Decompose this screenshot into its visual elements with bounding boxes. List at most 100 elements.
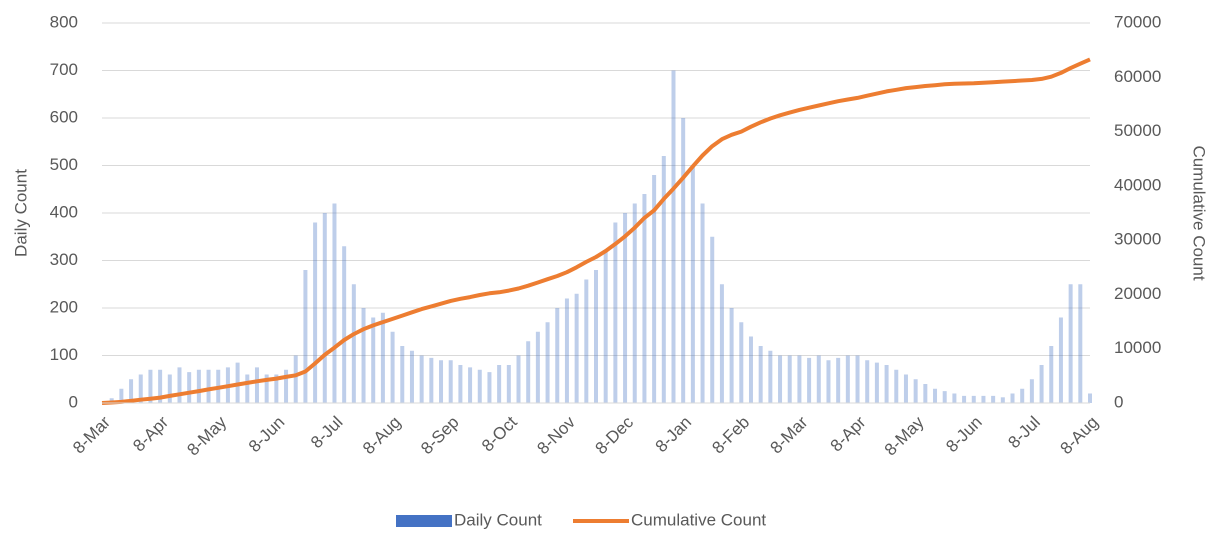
y-tick-label: 500 — [50, 155, 78, 174]
line — [101, 57, 1091, 405]
y-tick-label: 700 — [50, 60, 78, 79]
bar — [555, 308, 560, 403]
bar — [603, 251, 608, 403]
y2-tick-label: 0 — [1114, 392, 1123, 411]
x-tick-label: 8-Apr — [129, 412, 172, 455]
x-tick-label: 8-Dec — [592, 412, 638, 458]
bar — [497, 365, 502, 403]
bar — [991, 395, 996, 403]
bar — [535, 331, 540, 403]
bar — [1039, 365, 1044, 403]
bar — [729, 308, 734, 403]
bar — [1010, 393, 1015, 403]
bar — [632, 203, 637, 403]
bar — [187, 372, 192, 403]
bar — [894, 369, 899, 403]
y2-tick-label: 50000 — [1114, 121, 1161, 140]
bar — [719, 284, 724, 403]
bar — [245, 374, 250, 403]
y-tick-label: 400 — [50, 202, 78, 221]
y-tick-label: 100 — [50, 345, 78, 364]
bar — [981, 395, 986, 403]
bar — [158, 369, 163, 403]
bar — [933, 388, 938, 403]
y-tick-label: 300 — [50, 250, 78, 269]
x-tick-label: 8-Feb — [708, 413, 753, 458]
bar — [1020, 388, 1025, 403]
bar — [797, 355, 802, 403]
bar — [516, 355, 521, 403]
x-tick-label: 8-Aug — [1056, 413, 1102, 459]
bar — [748, 336, 753, 403]
bar — [768, 350, 773, 403]
bar — [167, 374, 172, 403]
bar — [1058, 317, 1063, 403]
legend-label: Daily Count — [454, 510, 542, 529]
bar — [826, 360, 831, 403]
x-tick-label: 8-Nov — [533, 412, 579, 458]
bar — [274, 374, 279, 403]
bar — [332, 203, 337, 403]
bar — [206, 369, 211, 403]
y-tick-label: 200 — [50, 297, 78, 316]
bar — [138, 374, 143, 403]
x-tick-label: 8-Jul — [307, 413, 346, 452]
bar — [129, 379, 134, 403]
bar — [1049, 346, 1054, 403]
bar — [971, 395, 976, 403]
bar — [429, 357, 434, 403]
bar — [874, 362, 879, 403]
y-tick-label: 600 — [50, 107, 78, 126]
bar — [419, 355, 424, 403]
bar — [816, 355, 821, 403]
bar — [526, 341, 531, 403]
y2-axis-label: Cumulative Count — [1190, 145, 1209, 280]
bar — [196, 369, 201, 403]
y2-tick-label: 70000 — [1114, 12, 1161, 31]
bar — [390, 331, 395, 403]
bar — [264, 374, 269, 403]
bar — [903, 374, 908, 403]
bar — [254, 367, 259, 403]
bar — [594, 270, 598, 403]
x-tick-label: 8-Mar — [767, 412, 812, 457]
bar — [487, 372, 492, 403]
bar — [923, 384, 928, 403]
x-tick-label: 8-Jun — [245, 413, 289, 457]
bar — [710, 236, 715, 403]
bar — [303, 270, 308, 403]
bar — [448, 360, 453, 403]
bar — [439, 360, 444, 403]
legend-swatch — [396, 515, 452, 527]
bar — [177, 367, 182, 403]
y2-tick-label: 10000 — [1114, 338, 1161, 357]
x-tick-label: 8-May — [881, 412, 928, 459]
bar — [284, 369, 289, 403]
bar — [1029, 379, 1034, 403]
bar — [322, 213, 327, 403]
bar — [564, 298, 569, 403]
bar — [1068, 284, 1073, 403]
bar — [700, 203, 705, 403]
bar — [506, 365, 511, 403]
bar — [119, 388, 124, 403]
bar — [361, 308, 366, 403]
x-tick-label: 8-Mar — [69, 412, 114, 457]
bar — [458, 365, 463, 403]
bar — [1078, 284, 1083, 403]
bar — [845, 355, 850, 403]
y2-tick-label: 60000 — [1114, 67, 1161, 86]
bar — [623, 213, 628, 403]
bar — [758, 346, 763, 403]
bar — [293, 355, 298, 403]
bar — [952, 393, 957, 403]
y2-tick-label: 20000 — [1114, 284, 1161, 303]
bar — [468, 367, 473, 403]
bar — [1088, 393, 1092, 403]
bar — [477, 369, 482, 403]
x-tick-label: 8-Jan — [652, 413, 696, 457]
bar — [409, 350, 414, 403]
bar — [855, 355, 860, 403]
bar — [1000, 397, 1005, 403]
x-tick-label: 8-Jun — [942, 413, 986, 457]
